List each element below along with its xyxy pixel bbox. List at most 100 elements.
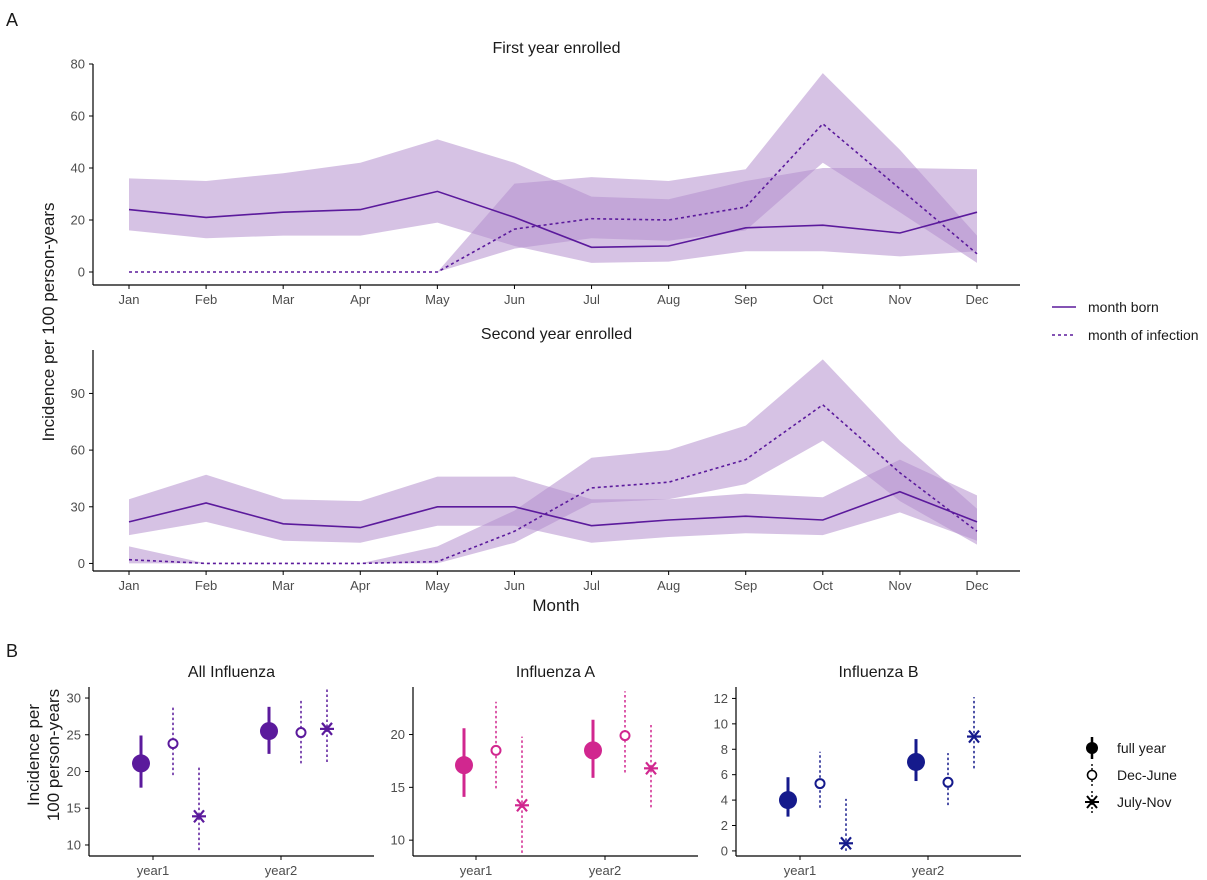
y-tick-label: 25 [67, 727, 81, 742]
point-chart-influenza-b: Influenza B 0 2 4 6 8 10 12 year1 year2 [714, 664, 1021, 878]
y-tick-label: 10 [391, 833, 405, 848]
asterisk-stroke [645, 761, 657, 776]
asterisk-stroke [321, 722, 333, 736]
y-tick-label: 90 [71, 386, 85, 401]
x-tick-label: Oct [813, 292, 834, 307]
x-tick-label: Nov [888, 292, 912, 307]
panel-a-label: A [6, 10, 18, 30]
y-tick-label: 30 [67, 691, 81, 706]
x-tick-label: Mar [272, 578, 295, 593]
y-tick-label: 4 [721, 793, 728, 808]
x-tick-label: Sep [734, 292, 757, 307]
point-dec-june [619, 730, 631, 742]
chart-title: All Influenza [188, 664, 275, 681]
x-axis-title-a: Month [532, 596, 579, 615]
y-tick-label: 10 [714, 716, 728, 731]
line-chart-second-year: Second year enrolled 0 30 60 90 Jan Feb Mar Apr M… [71, 326, 1020, 593]
series-line-month-born [128, 490, 978, 529]
x-tick-label: Aug [657, 292, 680, 307]
x-tick-label: Jun [504, 578, 525, 593]
y-axis-title-b-line1: Incidence per [24, 704, 43, 806]
y-tick-label: 2 [721, 818, 728, 833]
point-july-nov [192, 809, 206, 824]
x-tick-label: year2 [265, 863, 298, 878]
series-line-month-born [128, 190, 978, 249]
point-full-year [907, 752, 925, 771]
y-tick-label: 20 [67, 764, 81, 779]
x-tick-label: year2 [912, 863, 945, 878]
y-tick-label: 0 [78, 556, 85, 571]
y-tick-label: 30 [71, 499, 85, 514]
x-tick-label: Apr [350, 578, 371, 593]
point-full-year [132, 754, 150, 773]
y-tick-label: 80 [71, 57, 85, 72]
x-tick-label: Sep [734, 578, 757, 593]
y-tick-label: 60 [71, 109, 85, 124]
y-axis-title-b-line2: 100 person-years [44, 689, 63, 821]
x-tick-label: Nov [888, 578, 912, 593]
point-full-year [779, 791, 797, 810]
legend-full-year: full year [1117, 740, 1166, 756]
x-tick-label: year1 [460, 863, 493, 878]
chart-title: First year enrolled [492, 40, 620, 57]
x-tick-label: May [425, 578, 450, 593]
y-tick-label: 15 [67, 801, 81, 816]
chart-title: Second year enrolled [481, 326, 632, 343]
legend-a: month born month of infection [1052, 299, 1199, 343]
panel-a-plots: First year enrolled 0 20 40 60 80 Jan Feb Mar Apr… [71, 40, 1020, 593]
point-chart-all-influenza: All Influenza 10 15 20 25 30 year1 year2 [67, 664, 374, 878]
asterisk-stroke [516, 798, 528, 813]
legend-full-year-icon [1086, 742, 1098, 754]
chart-title: Influenza A [516, 664, 596, 681]
y-axis-title-a: Incidence per 100 person-years [39, 202, 58, 441]
x-tick-label: Feb [195, 292, 217, 307]
y-tick-label: 12 [714, 691, 728, 706]
y-tick-label: 0 [721, 843, 728, 858]
point-dec-june [167, 738, 179, 750]
point-july-nov [644, 761, 658, 776]
x-tick-label: Dec [965, 578, 989, 593]
legend-july-nov: July-Nov [1117, 794, 1171, 810]
x-tick-label: Oct [813, 578, 834, 593]
y-tick-label: 10 [67, 837, 81, 852]
x-tick-label: Jan [119, 292, 140, 307]
y-tick-label: 40 [71, 161, 85, 176]
point-july-nov [967, 729, 981, 744]
x-tick-label: year1 [137, 863, 170, 878]
y-tick-label: 6 [721, 767, 728, 782]
asterisk-stroke [840, 836, 852, 850]
x-tick-label: Jun [504, 292, 525, 307]
x-tick-label: Mar [272, 292, 295, 307]
point-full-year [455, 756, 473, 775]
point-july-nov [320, 722, 334, 736]
x-tick-label: Jul [583, 578, 600, 593]
y-tick-label: 0 [78, 265, 85, 280]
panel-b-label: B [6, 641, 18, 661]
legend-month-born: month born [1088, 299, 1159, 315]
point-full-year [260, 722, 278, 741]
x-tick-label: Dec [965, 292, 989, 307]
line-chart-first-year: First year enrolled 0 20 40 60 80 Jan Feb Mar Apr… [71, 40, 1020, 307]
asterisk-stroke [193, 809, 205, 824]
x-tick-label: year2 [589, 863, 622, 878]
asterisk-stroke [968, 729, 980, 744]
point-july-nov [515, 798, 529, 813]
point-chart-influenza-a: Influenza A 10 15 20 year1 year2 [391, 664, 698, 878]
legend-b: full year Dec-June July-Nov [1085, 737, 1177, 813]
x-tick-label: Feb [195, 578, 217, 593]
point-dec-june [490, 744, 502, 756]
y-tick-label: 8 [721, 742, 728, 757]
x-tick-label: Jul [583, 292, 600, 307]
legend-july-nov-icon [1085, 795, 1099, 809]
ci-ribbon-month-of-infection [129, 359, 977, 564]
point-full-year [584, 741, 602, 760]
y-tick-label: 15 [391, 780, 405, 795]
x-tick-label: Apr [350, 292, 371, 307]
x-tick-label: May [425, 292, 450, 307]
y-tick-label: 60 [71, 443, 85, 458]
point-dec-june [942, 776, 954, 788]
x-tick-label: year1 [784, 863, 817, 878]
point-dec-june [814, 778, 826, 790]
